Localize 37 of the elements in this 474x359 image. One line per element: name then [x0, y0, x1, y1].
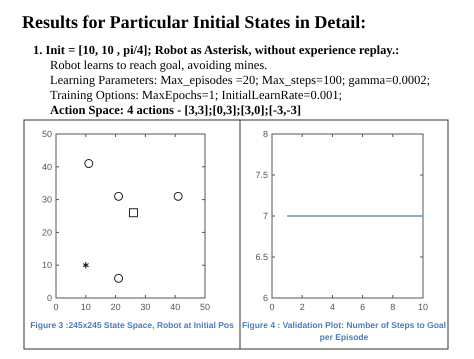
x-tick-label: 10: [80, 302, 91, 312]
text: Robot learns to reach goal, avoiding mines.: [50, 58, 268, 72]
x-tick-label: 4: [330, 302, 335, 312]
x-tick-label: 8: [390, 302, 396, 312]
point: [82, 261, 90, 269]
y-tick-label: 20: [42, 227, 52, 238]
x-tick-label: 10: [418, 302, 428, 312]
chart-title: Results for Particular Initial States in Detail:: [22, 12, 366, 32]
x-tick-label: 6: [360, 302, 366, 312]
point: [128, 208, 138, 218]
y-tick-label: 50: [42, 129, 52, 139]
point: [174, 192, 183, 201]
point: [114, 192, 124, 201]
y-tick-label: 10: [42, 260, 52, 270]
x-tick-label: 40: [170, 302, 180, 312]
y-tick-label: 0: [46, 293, 52, 303]
y-tick-label: 40: [42, 162, 52, 172]
x-tick-label: 2: [300, 302, 305, 312]
y-tick-label: 6.5: [255, 252, 268, 262]
y-tick-label: 8: [262, 129, 268, 139]
point: [114, 274, 124, 283]
caption: Figure 4 : Validation Plot: Number of Steps to Goal per Episode: [242, 320, 446, 342]
y-tick-label: 7: [262, 211, 268, 221]
x-tick-label: 0: [53, 302, 59, 312]
x-tick-label: 0: [269, 302, 275, 312]
text: Learning Parameters: Max_episodes =20; Max_steps=100; gamma=0.0002;: [50, 73, 430, 87]
y-tick-label: 7.5: [255, 170, 268, 180]
x-tick-label: 50: [200, 302, 210, 312]
caption: Figure 3 :245x245 State Space, Robot at Initial Pos: [30, 320, 234, 330]
x-tick-label: 30: [140, 302, 150, 312]
y-tick-label: 30: [42, 194, 52, 205]
text: Training Options: MaxEpochs=1; InitialLearnRate=0.001;: [50, 88, 342, 102]
text: Action Space: 4 actions - [3,3];[0,3];[3,0];[-3,-3]: [50, 103, 301, 117]
point: [84, 159, 94, 168]
chart-subtitle: 1. Init = [10, 10 , pi/4]; Robot as Asterisk, without experience replay.:: [33, 43, 400, 57]
y-tick-label: 6: [262, 293, 268, 303]
x-tick-label: 20: [110, 302, 121, 312]
